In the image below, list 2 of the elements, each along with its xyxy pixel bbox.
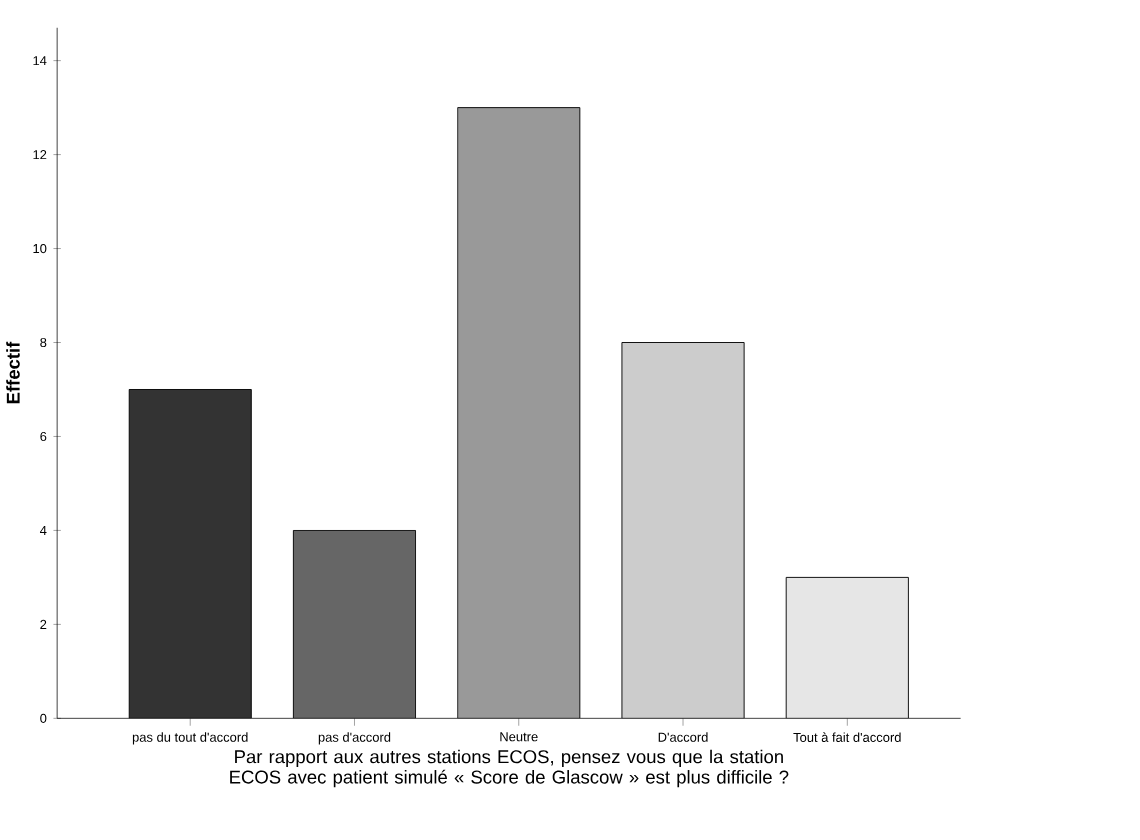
y-axis-title: Effectif (6, 341, 20, 403)
x-axis-title: Par rapport aux autres stations ECOS, pensez vous que la station ECOS avec patient simulé « Score de Glascow » est plus difficile ? (230, 749, 789, 788)
